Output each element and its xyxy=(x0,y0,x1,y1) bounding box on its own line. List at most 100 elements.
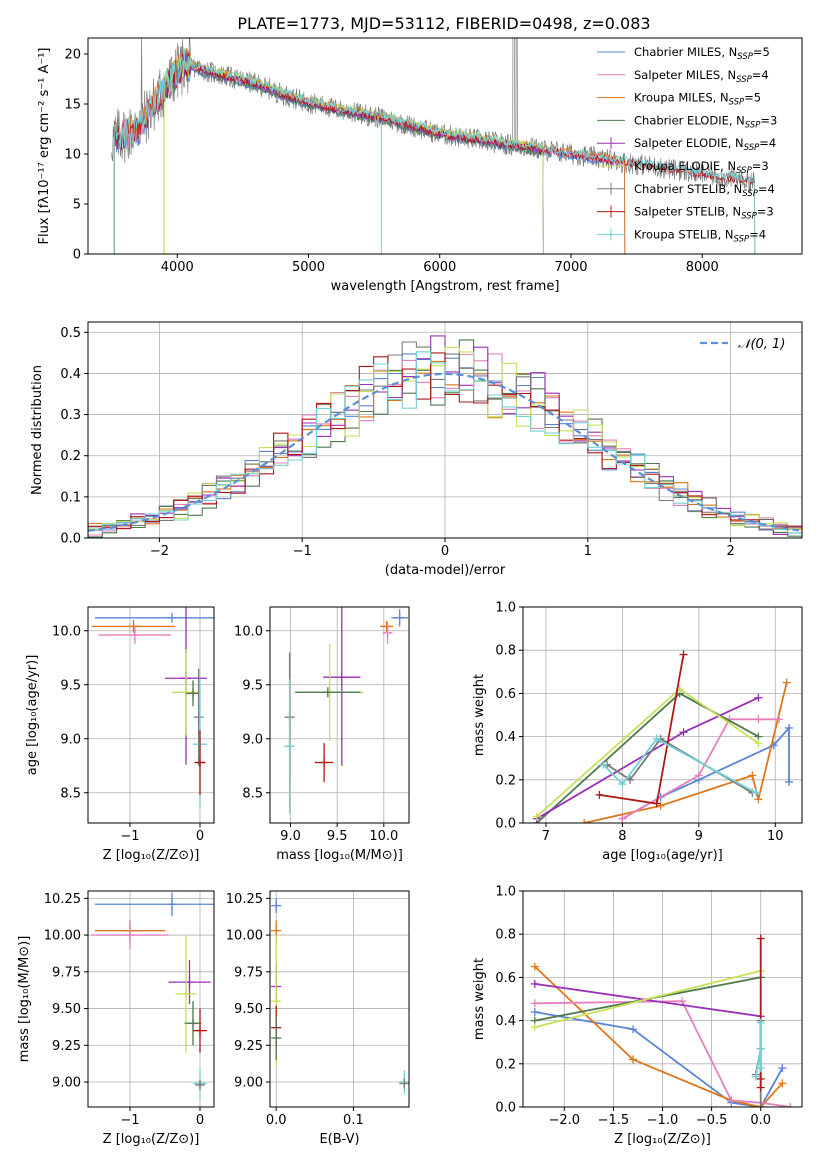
legend-value: =4 xyxy=(758,182,775,196)
plot-area xyxy=(284,607,409,814)
x-tick-label: 0 xyxy=(196,829,204,844)
x-tick-label: −1 xyxy=(293,544,312,559)
plot-area xyxy=(271,898,409,1094)
legend-label-kroupa-stelib: Kroupa STELIB, NSSP=4 xyxy=(634,227,766,244)
x-tick-label: 0 xyxy=(441,544,449,559)
axes-frame xyxy=(87,606,215,824)
legend-subscript: SSP xyxy=(741,212,757,222)
y-axis-label: mass [log₁₀(M/M⊙)] xyxy=(17,936,32,1063)
legend-subscript: SSP xyxy=(729,98,745,108)
x-tick-label: −2.0 xyxy=(548,1113,580,1128)
y-tick-label: 0.2 xyxy=(495,1057,516,1072)
y-tick-label: 15 xyxy=(64,98,81,113)
y-tick-label: 0.1 xyxy=(60,490,81,505)
y-axis-label: age [log₁₀(age/yr)] xyxy=(25,655,40,776)
y-tick-label: 20 xyxy=(64,48,81,63)
y-axis-label: Flux [fλ10⁻¹⁷ erg cm⁻² s⁻¹ A⁻¹] xyxy=(37,48,52,245)
legend-value: =3 xyxy=(757,205,774,219)
x-tick-label: 7000 xyxy=(554,260,587,275)
series-line-salpeter-elodie xyxy=(536,696,759,820)
legend-label-salpeter-stelib: Salpeter STELIB, NSSP=3 xyxy=(634,205,774,222)
y-tick-label: 8.5 xyxy=(60,786,81,801)
panel-residuals: −2 −1 0 1 2 0.0 0.1 0.2 0.3 0.4 0.5 (data-model)/er… xyxy=(30,321,803,578)
y-tick-label: 0.8 xyxy=(495,644,516,659)
x-axis-label: E(B-V) xyxy=(319,1132,359,1147)
y-axis-label: Normed distribution xyxy=(30,365,45,495)
y-tick-label: 0.4 xyxy=(495,730,516,745)
x-axis-label: wavelength [Angstrom, rest frame] xyxy=(331,279,560,294)
y-tick-label: 10.25 xyxy=(44,892,81,907)
y-tick-label: 0.6 xyxy=(495,687,516,702)
legend-value: =4 xyxy=(752,68,769,82)
x-tick-label: −1.5 xyxy=(598,1113,630,1128)
y-tick-label: 9.75 xyxy=(52,965,81,980)
x-tick-label: 8 xyxy=(618,829,626,844)
y-tick-label: 0.4 xyxy=(60,367,81,382)
y-tick-label: 9.50 xyxy=(52,1002,81,1017)
panel-weight_vs_Z: −2.0 −1.5 −1.0 −0.5 0.0 0.0 0.2 0.4 0.6 0.8 1.0 Z [… xyxy=(472,885,803,1147)
y-tick-label: 8.5 xyxy=(242,786,263,801)
figure-title: PLATE=1773, MJD=53112, FIBERID=0498, z=0… xyxy=(237,14,650,33)
plot-area xyxy=(88,335,802,538)
x-tick-label: 10.0 xyxy=(369,829,398,844)
y-axis-label: mass weight xyxy=(472,674,487,756)
axes-frame xyxy=(269,606,410,824)
panel-weight_vs_age: 7 8 9 10 0.0 0.2 0.4 0.6 0.8 1.0 age [log₁₀(age/yr… xyxy=(472,601,803,863)
series-line-kroupa-stelib xyxy=(602,737,757,794)
x-axis-label: age [log₁₀(age/yr)] xyxy=(602,848,723,863)
y-tick-label: 9.5 xyxy=(60,678,81,693)
y-tick-label: 9.5 xyxy=(242,678,263,693)
legend-subscript: SSP xyxy=(742,189,758,199)
series-line-chabrier-miles xyxy=(534,1011,784,1107)
x-tick-label: 0.0 xyxy=(750,1113,771,1128)
panel-mass_vs_EBV: 0.0 0.1 9.00 9.25 9.50 9.75 10.00 10.25 E(B-V) xyxy=(226,890,410,1147)
legend-subscript: SSP xyxy=(745,120,761,130)
x-tick-label: 2 xyxy=(726,544,734,559)
panel-mass_vs_Z: −1 0 9.00 9.25 9.50 9.75 10.00 10.25 Z [log₁₀(Z/… xyxy=(17,890,215,1147)
y-tick-label: 0.3 xyxy=(60,408,81,423)
x-tick-label: −1 xyxy=(120,1113,139,1128)
plot-area xyxy=(532,650,794,823)
series-line-kroupa-miles xyxy=(534,965,784,1107)
x-axis-label: (data-model)/error xyxy=(385,563,506,578)
legend-label-chabrier-elodie: Chabrier ELODIE, NSSP=3 xyxy=(634,113,777,130)
y-tick-label: 9.25 xyxy=(234,1039,263,1054)
x-tick-label: −1 xyxy=(120,829,139,844)
legend-subscript: SSP xyxy=(737,52,753,62)
axes-frame xyxy=(269,890,410,1108)
legend-label-salpeter-miles: Salpeter MILES, NSSP=4 xyxy=(634,68,769,85)
legend-label-chabrier-miles: Chabrier MILES, NSSP=5 xyxy=(634,45,770,62)
plot-area xyxy=(530,934,795,1107)
x-axis-label: Z [log₁₀(Z/Z⊙)] xyxy=(103,1132,200,1147)
y-tick-label: 0.2 xyxy=(60,449,81,464)
x-tick-label: 4000 xyxy=(161,260,194,275)
y-tick-label: 10 xyxy=(64,148,81,163)
legend-label-kroupa-miles: Kroupa MILES, NSSP=5 xyxy=(634,91,761,108)
plot-area xyxy=(91,892,214,1099)
legend-subscript: SSP xyxy=(744,143,760,153)
legend-value: =5 xyxy=(744,91,761,105)
legend-label-chabrier-stelib: Chabrier STELIB, NSSP=4 xyxy=(634,182,775,199)
x-tick-label: 9.0 xyxy=(280,829,301,844)
y-tick-label: 0.4 xyxy=(495,1014,516,1029)
y-tick-label: 0.5 xyxy=(60,326,81,341)
x-tick-label: 0 xyxy=(196,1113,204,1128)
model-spectrum-salpeter-stelib xyxy=(113,53,756,254)
legend-value: =5 xyxy=(753,45,770,59)
y-tick-label: 9.75 xyxy=(234,965,263,980)
x-tick-label: −2 xyxy=(150,544,169,559)
y-tick-label: 0.0 xyxy=(495,1101,516,1116)
model-spectrum-kroupa-stelib xyxy=(113,48,756,254)
y-axis-label: mass weight xyxy=(472,958,487,1040)
legend-subscript: SSP xyxy=(734,234,750,244)
series-line-kroupa-elodie xyxy=(534,970,761,1028)
y-tick-label: 10.00 xyxy=(44,929,81,944)
x-tick-label: 1 xyxy=(584,544,592,559)
y-tick-label: 9.0 xyxy=(242,732,263,747)
model-spectrum-chabrier-elodie xyxy=(163,53,544,254)
x-tick-label: 5000 xyxy=(292,260,325,275)
x-tick-label: 0.1 xyxy=(343,1113,364,1128)
y-tick-label: 0.0 xyxy=(495,817,516,832)
y-tick-label: 9.00 xyxy=(52,1076,81,1091)
legend-label-kroupa-elodie: Kroupa ELODIE, NSSP=3 xyxy=(634,159,769,176)
